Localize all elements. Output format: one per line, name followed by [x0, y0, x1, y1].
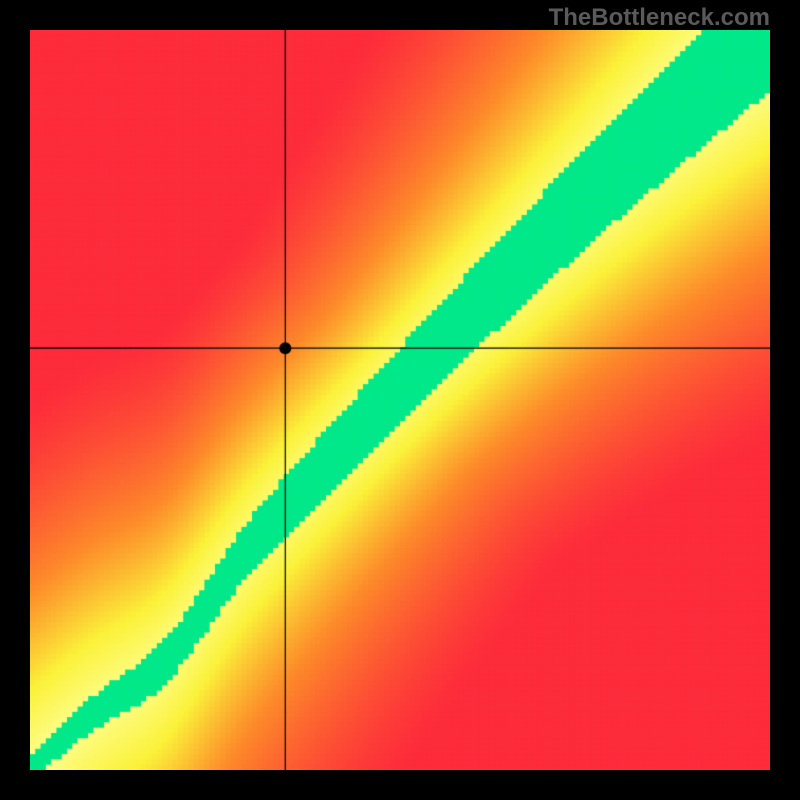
- heatmap-canvas: [30, 30, 770, 770]
- chart-container: TheBottleneck.com: [0, 0, 800, 800]
- watermark-text: TheBottleneck.com: [549, 4, 770, 32]
- heatmap-plot: [30, 30, 770, 770]
